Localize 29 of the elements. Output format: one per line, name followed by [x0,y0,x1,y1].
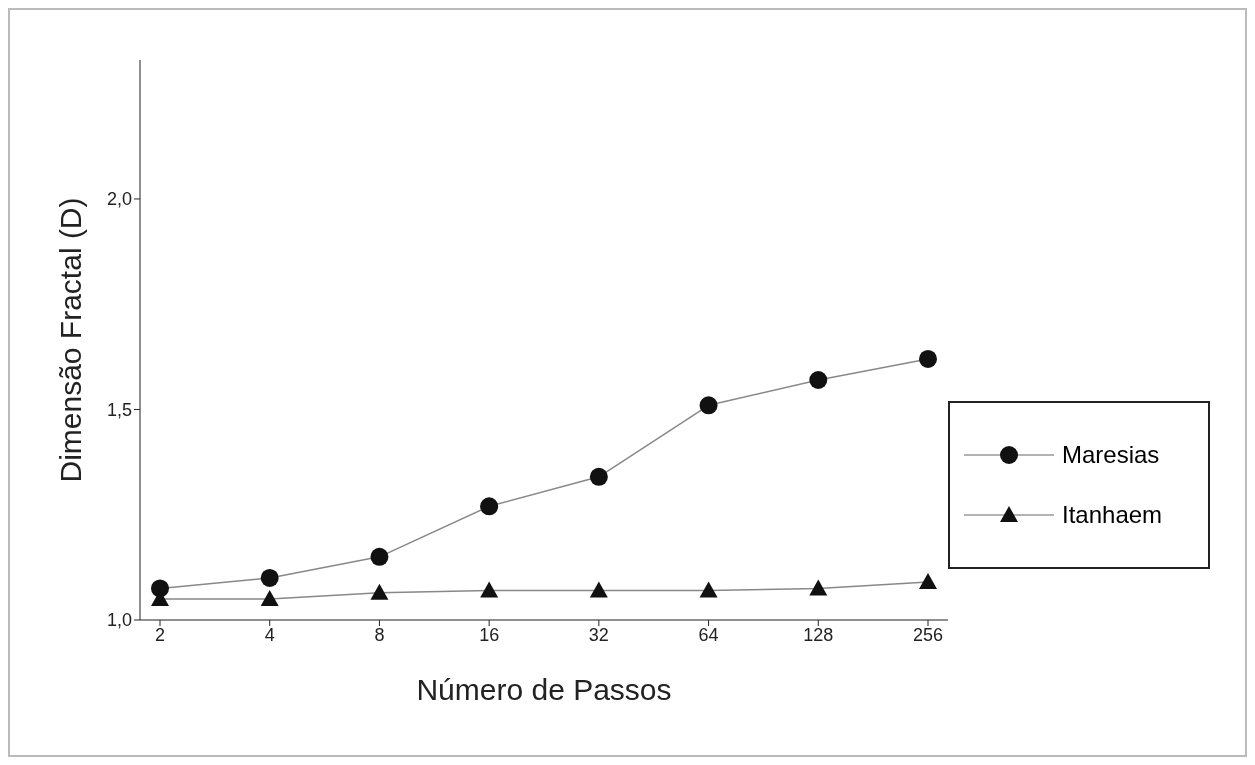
point [919,349,937,368]
point [919,573,937,590]
legend-label: Itanhaem [1062,501,1163,529]
y-tick-label: 1,5 [106,399,132,420]
point [370,583,389,600]
x-tick-label: 16 [479,624,500,645]
x-tick-label: 2 [154,624,166,645]
x-tick-label: 4 [264,624,275,645]
point [260,589,279,606]
y-tick-label: 2,0 [106,189,132,210]
x-tick-label: 128 [803,624,834,645]
point [370,547,389,566]
x-tick-label: 256 [912,624,944,645]
point [699,396,718,415]
point [809,579,828,596]
point [260,568,279,587]
y-tick-label: 1,0 [106,610,132,631]
x-tick-label: 64 [698,624,719,645]
x-tick-label: 8 [374,624,385,645]
y-axis-title: Dimensão Fractal (D) [53,197,87,483]
point [480,581,499,598]
point [699,581,718,598]
x-tick-label: 32 [588,624,609,645]
x-axis-title: Número de Passos [416,673,672,706]
point [480,497,499,516]
point [809,371,828,389]
point [589,467,608,486]
legend-label: Maresias [1062,441,1160,469]
point [589,581,608,598]
